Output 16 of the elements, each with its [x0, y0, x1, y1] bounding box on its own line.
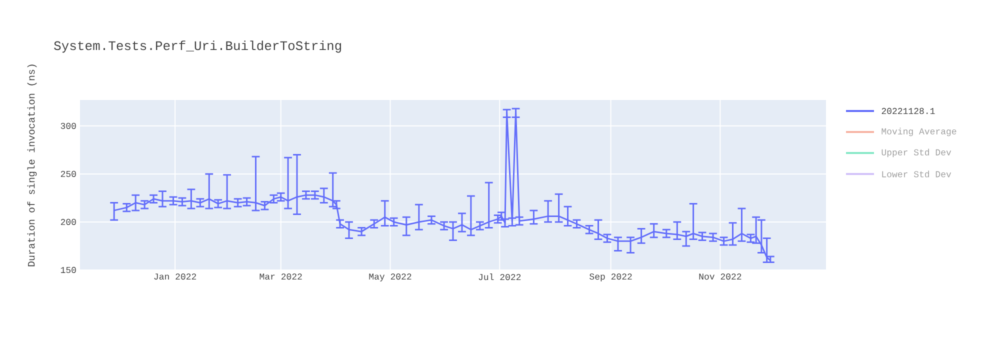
x-tick-label: Mar 2022: [260, 274, 302, 280]
x-tick-label: Jan 2022: [154, 274, 196, 280]
y-tick-label: 200: [60, 218, 76, 226]
x-tick-label: May 2022: [369, 274, 412, 282]
x-tick-label: Nov 2022: [699, 274, 742, 280]
y-axis-title: Duration of single invocation (ns): [27, 64, 37, 266]
chart-title: System.Tests.Perf_Uri.BuilderToString: [54, 40, 342, 53]
legend-label: Lower Std Dev: [882, 170, 952, 178]
legend-label: Upper Std Dev: [882, 148, 952, 158]
x-tick-label: Sep 2022: [590, 274, 632, 282]
legend-label: Moving Average: [882, 128, 956, 136]
y-tick-label: 300: [60, 122, 76, 129]
x-tick-label: Jul 2022: [478, 274, 521, 280]
y-tick-label: 250: [60, 170, 76, 178]
legend-label: 20221128.1: [882, 108, 935, 114]
y-tick-label: 150: [60, 266, 76, 274]
